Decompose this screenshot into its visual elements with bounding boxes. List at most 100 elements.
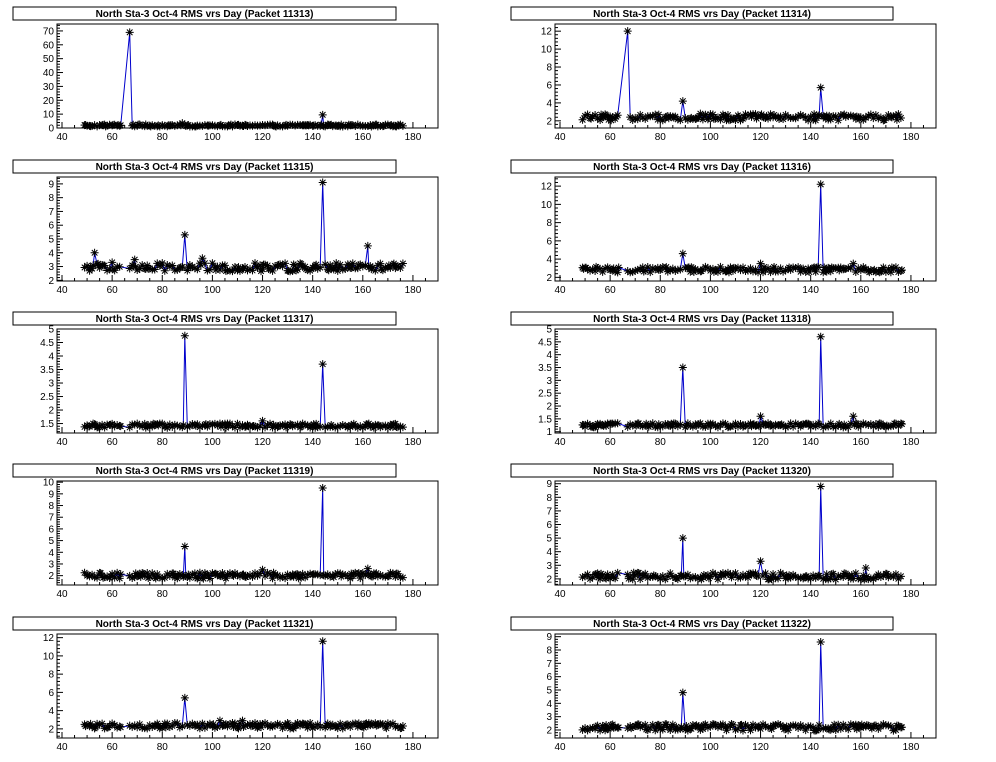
data-point-marker <box>691 573 700 582</box>
x-tick-label: 60 <box>107 742 119 753</box>
data-point-marker <box>363 241 372 250</box>
data-point-marker <box>208 722 217 731</box>
data-point-marker <box>263 421 272 430</box>
data-point-marker <box>678 249 687 258</box>
data-point-marker <box>846 419 855 428</box>
data-point-marker <box>844 423 853 432</box>
series-line <box>84 335 404 430</box>
data-point-marker <box>180 331 189 340</box>
data-point-marker <box>672 722 681 731</box>
data-point-marker <box>874 114 883 123</box>
data-point-marker <box>274 260 283 269</box>
data-point-marker <box>754 268 763 277</box>
data-point-marker <box>896 113 905 122</box>
data-point-marker <box>251 719 260 728</box>
data-point-marker <box>145 264 154 273</box>
data-point-marker <box>329 573 338 582</box>
data-point-marker <box>889 726 898 735</box>
data-point-marker <box>839 573 848 582</box>
data-point-marker <box>273 719 282 728</box>
data-point-marker <box>847 571 856 580</box>
data-point-marker <box>593 263 602 272</box>
chart-title: North Sta-3 Oct-4 RMS vrs Day (Packet 11… <box>96 619 314 630</box>
data-point-marker <box>336 719 345 728</box>
data-point-marker <box>879 263 888 272</box>
y-tick-label: 7 <box>546 506 552 517</box>
data-point-marker <box>96 569 105 578</box>
data-point-marker <box>93 573 102 582</box>
data-point-marker <box>170 573 179 582</box>
data-point-marker <box>713 267 722 276</box>
data-point-marker <box>89 261 98 270</box>
data-point-marker <box>171 570 180 579</box>
data-point-marker <box>334 121 343 130</box>
y-tick-label: 9 <box>546 632 552 643</box>
x-tick-label: 180 <box>903 132 920 143</box>
data-point-marker <box>849 412 858 421</box>
data-point-marker <box>321 723 330 732</box>
series-line <box>582 641 902 732</box>
x-tick-label: 100 <box>702 742 719 753</box>
chart-panel: North Sta-3 Oct-4 RMS vrs Day (Packet 11… <box>510 159 937 296</box>
chart-title-box <box>12 159 397 174</box>
data-point-marker <box>348 259 357 268</box>
data-point-marker <box>723 265 732 274</box>
y-tick-label: 10 <box>43 110 55 121</box>
data-point-marker <box>626 420 635 429</box>
data-point-marker <box>85 572 94 581</box>
data-point-marker <box>721 419 730 428</box>
data-point-marker <box>897 723 906 732</box>
data-point-marker <box>341 570 350 579</box>
data-point-marker <box>861 420 870 429</box>
data-point-marker <box>366 262 375 271</box>
data-point-marker <box>308 422 317 431</box>
x-tick-label: 40 <box>554 437 566 448</box>
data-point-marker <box>806 112 815 121</box>
data-point-marker <box>854 422 863 431</box>
data-point-marker <box>215 265 224 274</box>
data-point-marker <box>203 266 212 275</box>
data-point-marker <box>131 569 140 578</box>
data-point-marker <box>292 721 301 730</box>
x-tick-label: 80 <box>655 742 667 753</box>
x-tick-label: 140 <box>802 589 819 600</box>
data-point-marker <box>281 574 290 583</box>
data-point-marker <box>634 568 643 577</box>
y-tick-label: 4 <box>48 548 54 559</box>
y-tick-label: 8 <box>48 501 54 512</box>
data-point-marker <box>638 722 647 731</box>
x-tick-label: 180 <box>903 437 920 448</box>
data-point-marker <box>648 112 657 121</box>
data-point-marker <box>814 262 823 271</box>
data-point-marker <box>351 122 360 131</box>
data-point-marker <box>602 721 611 730</box>
chart-title-box <box>510 616 894 631</box>
chart-title-box <box>12 616 397 631</box>
data-point-marker <box>361 571 370 580</box>
data-point-marker <box>681 572 690 581</box>
data-point-marker <box>108 258 117 267</box>
data-point-marker <box>830 720 839 729</box>
data-point-marker <box>821 114 830 123</box>
data-point-marker <box>116 422 125 431</box>
data-point-marker <box>301 262 310 271</box>
data-point-marker <box>641 266 650 275</box>
x-tick-label: 40 <box>56 437 68 448</box>
data-point-marker <box>723 568 732 577</box>
data-point-marker <box>781 266 790 275</box>
data-point-marker <box>633 265 642 274</box>
data-point-marker <box>704 113 713 122</box>
data-point-marker <box>298 569 307 578</box>
data-point-marker <box>148 121 157 130</box>
data-point-marker <box>163 261 172 270</box>
data-point-marker <box>234 263 243 272</box>
data-point-marker <box>799 112 808 121</box>
data-point-marker <box>338 421 347 430</box>
data-point-marker <box>849 574 858 583</box>
x-tick-label: 60 <box>107 285 119 296</box>
data-point-marker <box>662 263 671 272</box>
data-point-marker <box>836 263 845 272</box>
x-tick-label: 100 <box>204 742 221 753</box>
y-tick-label: 7 <box>48 513 54 524</box>
data-point-marker <box>297 422 306 431</box>
